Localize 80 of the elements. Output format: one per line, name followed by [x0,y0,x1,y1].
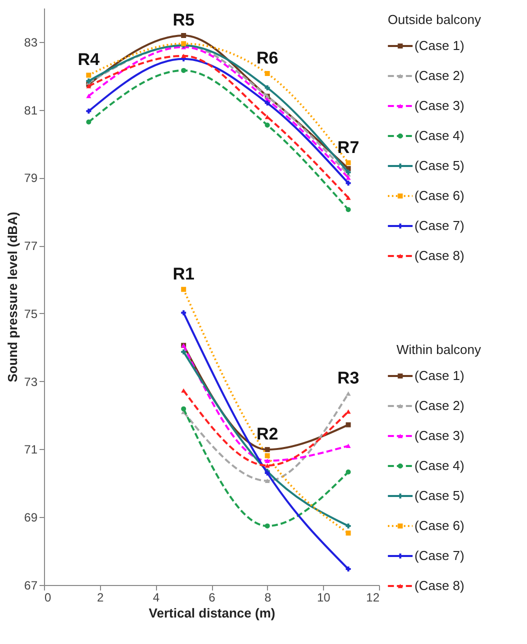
annotation: R2 [256,424,278,444]
legend-label: (Case 5) [414,158,464,173]
point [264,447,270,452]
point [181,286,186,292]
point [346,196,351,200]
legend-label: (Case 6) [414,518,464,533]
point [181,388,186,393]
point [264,71,270,76]
point [181,68,186,73]
point [346,469,351,474]
legend-label: (Case 5) [414,488,464,503]
point [86,78,92,84]
legend-label: (Case 3) [414,98,464,113]
legend-label: (Case 1) [414,368,464,383]
point [264,85,270,90]
x-tick-label: 2 [96,590,104,604]
legend-label: (Case 2) [414,68,464,83]
point [86,94,92,98]
point [181,32,186,38]
legend-label: (Case 4) [414,128,464,143]
point [346,530,351,536]
point [181,406,186,412]
annotation: R6 [256,48,278,68]
point [264,523,270,528]
point [264,458,270,463]
y-tick-label: 67 [24,578,38,592]
legend-label: (Case 1) [414,38,464,53]
legend-label: (Case 7) [414,548,464,563]
x-tick-label: 12 [366,590,380,604]
y-tick-label: 69 [24,510,38,525]
y-tick-label: 83 [24,35,38,50]
y-tick-label: 73 [24,374,38,389]
annotation: R7 [337,138,360,157]
x-tick-label: 10 [316,590,331,604]
point [346,391,351,396]
point [86,72,92,78]
legend-label: (Case 4) [414,458,464,473]
text: Outside balcony [388,12,482,27]
y-tick-label: 79 [24,171,38,186]
y-tick-label: 71 [24,442,38,457]
y-tick-label: 75 [24,306,38,321]
point [264,122,270,128]
legend-label: (Case 2) [414,398,464,413]
point [346,409,351,414]
legend-label: (Case 6) [414,188,464,203]
point [346,523,351,528]
point [264,100,270,106]
x-tick-label: 6 [208,590,216,604]
point [86,108,92,114]
y-tick-label: 77 [24,239,38,254]
annotation: R3 [337,368,360,388]
legend-label: (Case 8) [414,248,464,263]
point [346,444,351,448]
point [181,310,186,316]
point [346,422,351,428]
x-tick-label: 4 [152,590,160,604]
annotation: R4 [78,50,100,70]
point [264,478,270,483]
point [346,170,351,175]
point [346,180,351,186]
point [346,160,351,166]
legend-label: (Case 8) [414,578,464,593]
point [346,176,351,180]
x-tick-label: 0 [44,590,52,604]
x-tick-label: 8 [264,590,272,604]
text: Within balcony [396,342,482,357]
point [264,453,270,458]
annotation: R1 [172,264,194,284]
point [346,566,351,572]
legend-label: (Case 3) [414,428,464,443]
legend-label: (Case 7) [414,218,464,233]
x-axis-title: Vertical distance (m) [148,606,276,620]
point [86,120,92,125]
point [181,54,186,58]
y-tick-label: 81 [24,103,38,118]
point [181,349,186,354]
point [264,463,270,468]
y-axis-title: Sound pressure level (dBA) [5,212,20,382]
point [346,207,351,212]
annotation: R5 [172,10,194,30]
